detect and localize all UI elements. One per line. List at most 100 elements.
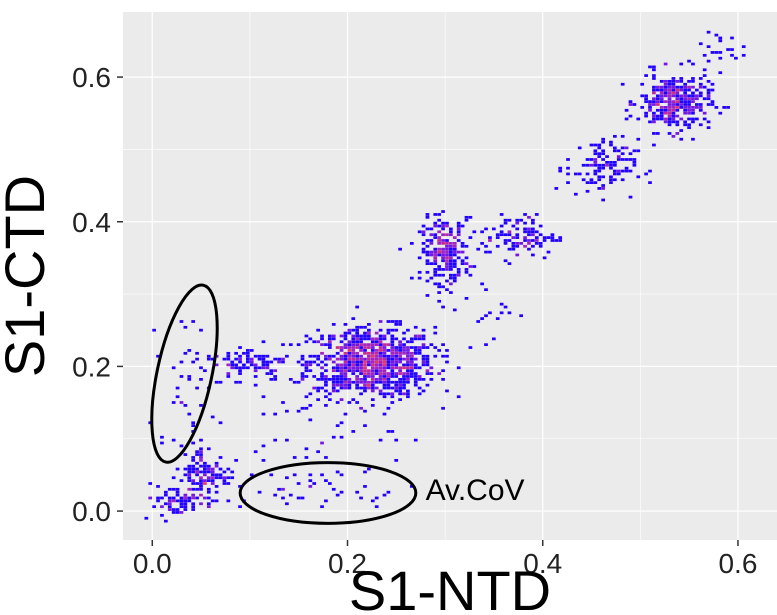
density-cell bbox=[624, 166, 629, 170]
density-cell bbox=[199, 328, 203, 332]
density-cell bbox=[597, 187, 602, 190]
density-cell bbox=[659, 114, 664, 118]
density-cell bbox=[304, 340, 309, 344]
density-cell bbox=[698, 94, 703, 98]
density-cell bbox=[449, 244, 453, 248]
density-cell bbox=[695, 103, 699, 106]
density-cell bbox=[304, 369, 309, 373]
density-cell bbox=[718, 71, 723, 75]
density-cell bbox=[374, 337, 379, 341]
density-cell bbox=[327, 392, 332, 396]
density-cell bbox=[386, 392, 391, 396]
density-cell bbox=[659, 106, 664, 109]
density-cell bbox=[386, 386, 391, 390]
density-cell bbox=[398, 380, 402, 384]
density-cell bbox=[511, 242, 516, 245]
density-cell bbox=[472, 265, 477, 268]
density-cell bbox=[382, 377, 387, 381]
density-cell bbox=[534, 236, 539, 239]
density-cell bbox=[620, 82, 625, 86]
density-cell bbox=[390, 386, 395, 390]
density-cell bbox=[199, 366, 203, 370]
density-cell bbox=[206, 354, 211, 358]
density-cell bbox=[613, 134, 617, 138]
density-cell bbox=[390, 363, 395, 367]
density-cell bbox=[281, 343, 285, 347]
density-cell bbox=[183, 508, 188, 511]
density-cell bbox=[355, 357, 360, 361]
density-cell bbox=[199, 453, 203, 456]
density-cell bbox=[433, 213, 438, 216]
density-cell bbox=[722, 106, 727, 109]
density-cell bbox=[698, 91, 703, 95]
density-cell bbox=[679, 94, 684, 98]
density-cell bbox=[628, 152, 633, 156]
density-cell bbox=[390, 357, 395, 361]
density-cell bbox=[335, 383, 340, 387]
density-cell bbox=[394, 320, 399, 323]
density-cell bbox=[367, 467, 371, 471]
density-cell bbox=[406, 346, 410, 349]
density-cell bbox=[390, 328, 395, 332]
density-cell bbox=[261, 357, 266, 361]
density-cell bbox=[523, 244, 527, 248]
density-cell bbox=[367, 372, 371, 375]
density-cell bbox=[695, 117, 699, 121]
density-cell bbox=[402, 343, 406, 347]
density-cell bbox=[382, 334, 387, 338]
density-cell bbox=[324, 369, 328, 373]
density-cell bbox=[429, 250, 434, 254]
density-cell bbox=[191, 464, 196, 468]
density-cell bbox=[515, 253, 520, 257]
density-cell bbox=[659, 97, 664, 101]
y-axis-title: S1-CTD bbox=[0, 175, 56, 377]
density-cell bbox=[687, 97, 691, 101]
density-cell bbox=[394, 360, 399, 364]
density-cell bbox=[445, 265, 449, 268]
density-cell bbox=[214, 461, 219, 465]
density-cell bbox=[675, 108, 680, 112]
density-cell bbox=[437, 230, 442, 234]
density-cell bbox=[324, 375, 328, 378]
density-cell bbox=[355, 351, 360, 355]
density-cell bbox=[698, 42, 703, 46]
density-cell bbox=[316, 354, 320, 358]
density-cell bbox=[652, 97, 656, 101]
density-cell bbox=[679, 62, 684, 66]
density-cell bbox=[429, 242, 434, 245]
density-cell bbox=[585, 172, 590, 176]
density-cell bbox=[433, 224, 438, 228]
density-cell bbox=[675, 120, 680, 124]
density-cell bbox=[409, 357, 414, 361]
density-cell bbox=[206, 467, 211, 471]
density-cell bbox=[171, 438, 176, 442]
density-cell bbox=[339, 490, 344, 494]
density-cell bbox=[628, 195, 633, 199]
density-cell bbox=[394, 337, 399, 341]
density-cell bbox=[425, 383, 430, 387]
density-cell bbox=[652, 117, 656, 121]
density-cell bbox=[398, 386, 402, 390]
density-cell bbox=[363, 380, 367, 384]
density-cell bbox=[199, 487, 203, 491]
density-cell bbox=[343, 363, 348, 367]
density-cell bbox=[316, 363, 320, 367]
density-cell bbox=[620, 158, 625, 161]
density-cell bbox=[316, 389, 320, 393]
density-cell bbox=[191, 482, 196, 485]
density-cell bbox=[413, 363, 418, 367]
density-cell bbox=[421, 343, 426, 347]
density-cell bbox=[687, 117, 691, 121]
density-cell bbox=[324, 479, 328, 482]
density-cell bbox=[417, 256, 422, 260]
density-cell bbox=[359, 363, 363, 367]
density-cell bbox=[675, 100, 680, 103]
density-cell bbox=[648, 100, 652, 103]
density-cell bbox=[363, 346, 367, 349]
density-cell bbox=[421, 224, 426, 228]
density-cell bbox=[335, 357, 340, 361]
density-cell bbox=[386, 349, 391, 352]
density-cell bbox=[402, 380, 406, 384]
density-cell bbox=[210, 470, 215, 474]
density-cell bbox=[663, 82, 668, 86]
